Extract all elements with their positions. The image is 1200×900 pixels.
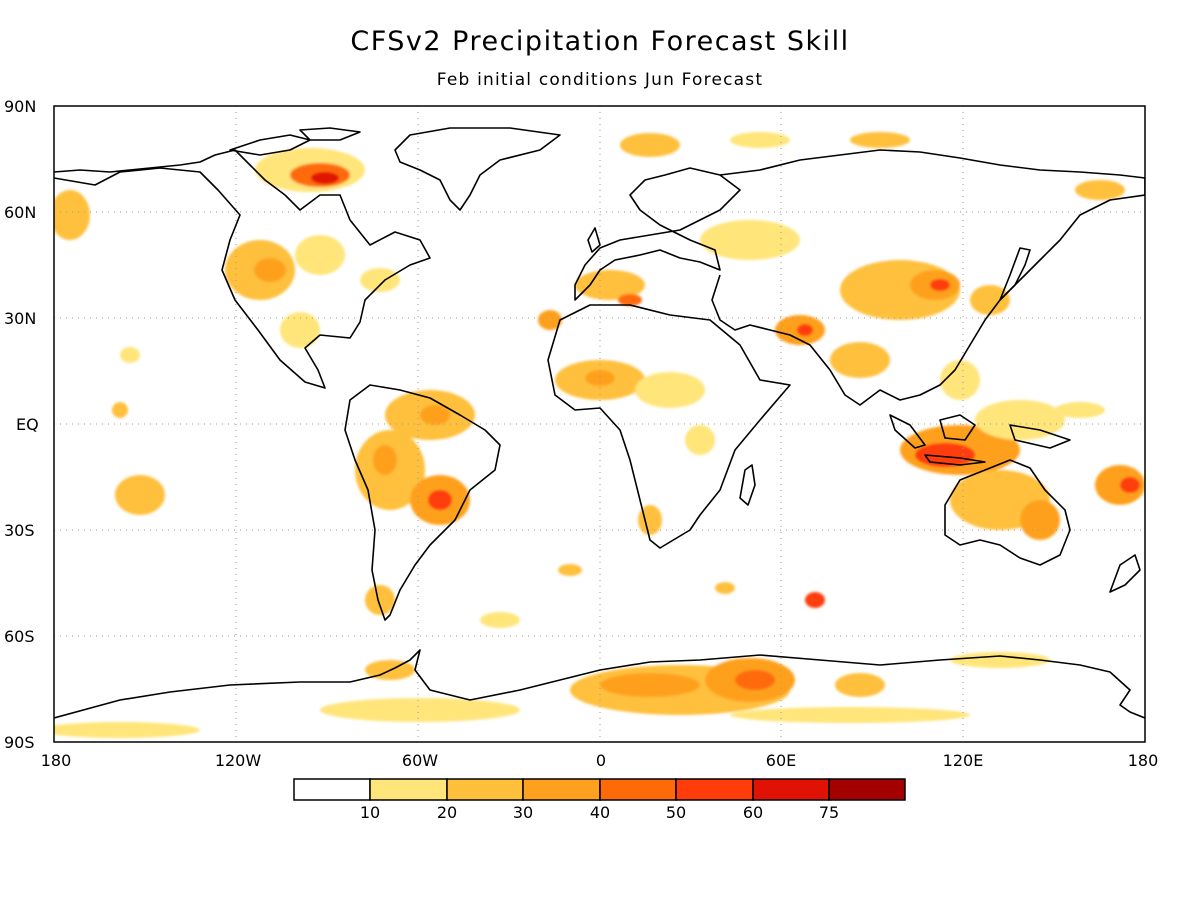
- colorbar-label: 50: [666, 803, 686, 822]
- lat-tick-label: 90S: [4, 733, 35, 752]
- lon-tick-label: 60E: [766, 751, 796, 770]
- colorbar-swatch: [599, 778, 677, 801]
- lon-tick-label: 180: [41, 751, 72, 770]
- skill-shading: [54, 132, 1145, 738]
- lon-tick-labels: 180 120W 60W 0 60E 120E 180: [41, 751, 1159, 770]
- colorbar-label: 40: [590, 803, 610, 822]
- plot-frame: [53, 105, 1146, 743]
- colorbar-swatch: [675, 778, 754, 801]
- africa-outline: [547, 304, 791, 549]
- lat-tick-labels: 90N 60N 30N EQ 30S 60S 90S: [4, 97, 39, 752]
- colorbar-label: 75: [819, 803, 839, 822]
- coastlines: [54, 127, 1145, 719]
- colorbar-swatch: [752, 778, 830, 801]
- colorbar-swatch: [369, 778, 448, 801]
- greenland-outline: [394, 127, 561, 211]
- chart-subtitle: Feb initial conditions Jun Forecast: [436, 70, 764, 90]
- lon-tick-label: 120E: [943, 751, 984, 770]
- lon-tick-label: 180: [1128, 751, 1159, 770]
- lat-tick-label: EQ: [16, 415, 39, 434]
- colorbar-label: 60: [743, 803, 763, 822]
- colorbar-label: 20: [437, 803, 457, 822]
- colorbar: 10 20 30 40 50 60 75: [293, 778, 906, 822]
- chart-title: CFSv2 Precipitation Forecast Skill: [350, 26, 850, 57]
- lat-tick-label: 30N: [4, 309, 36, 328]
- graticule: [54, 106, 1145, 742]
- colorbar-label: 10: [360, 803, 380, 822]
- north-america-outline: [54, 149, 431, 389]
- lat-tick-label: 90N: [4, 97, 36, 116]
- europe-outline: [574, 167, 741, 301]
- south-america-outline: [344, 384, 501, 621]
- antarctica-outline: [54, 649, 1145, 719]
- lon-tick-label: 0: [596, 751, 606, 770]
- colorbar-swatch: [522, 778, 601, 801]
- lat-tick-label: 60S: [4, 627, 35, 646]
- lat-tick-label: 60N: [4, 203, 36, 222]
- colorbar-swatch: [828, 778, 906, 801]
- lat-tick-label: 30S: [4, 521, 35, 540]
- colorbar-label: 30: [513, 803, 533, 822]
- colorbar-swatch: [446, 778, 524, 801]
- colorbar-swatch: [293, 778, 371, 801]
- lon-tick-label: 120W: [215, 751, 262, 770]
- australia-outline: [944, 459, 1071, 566]
- lon-tick-label: 60W: [402, 751, 438, 770]
